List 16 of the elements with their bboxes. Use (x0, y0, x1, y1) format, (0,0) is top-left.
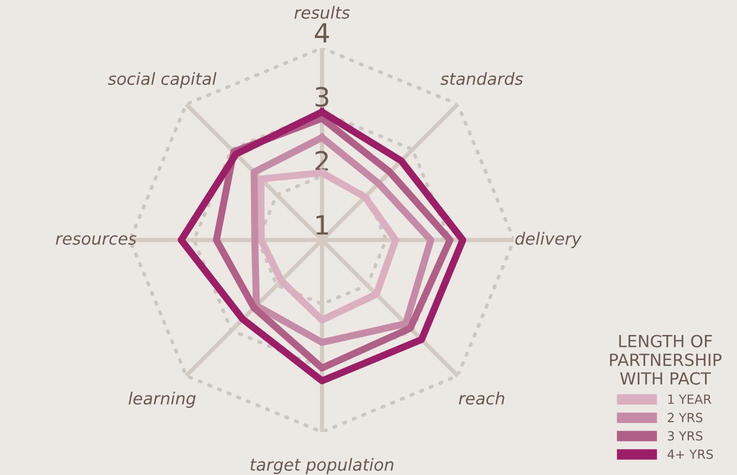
spoke-label: resources (56, 235, 136, 245)
legend-label: 3 YRS (668, 431, 702, 441)
legend-label: 2 YRS (668, 412, 702, 422)
y-tick-label: 1 (316, 215, 328, 235)
y-tick-label: 3 (316, 86, 328, 107)
spoke-label: social capital (108, 72, 216, 88)
spoke-label: delivery (515, 232, 582, 248)
y-tick-label: 4 (314, 23, 329, 43)
legend-label: 4+ YRS (668, 450, 713, 459)
spoke-label: results (294, 6, 350, 19)
spoke-label: reach (458, 392, 504, 405)
legend-label: 1 YEAR (668, 394, 712, 404)
spoke-label: standards (440, 72, 523, 86)
legend-title: LENGTH OF PARTNERSHIP WITH PACT (610, 334, 722, 385)
spoke-label: learning (128, 392, 196, 408)
spoke-label: target population (250, 458, 394, 474)
